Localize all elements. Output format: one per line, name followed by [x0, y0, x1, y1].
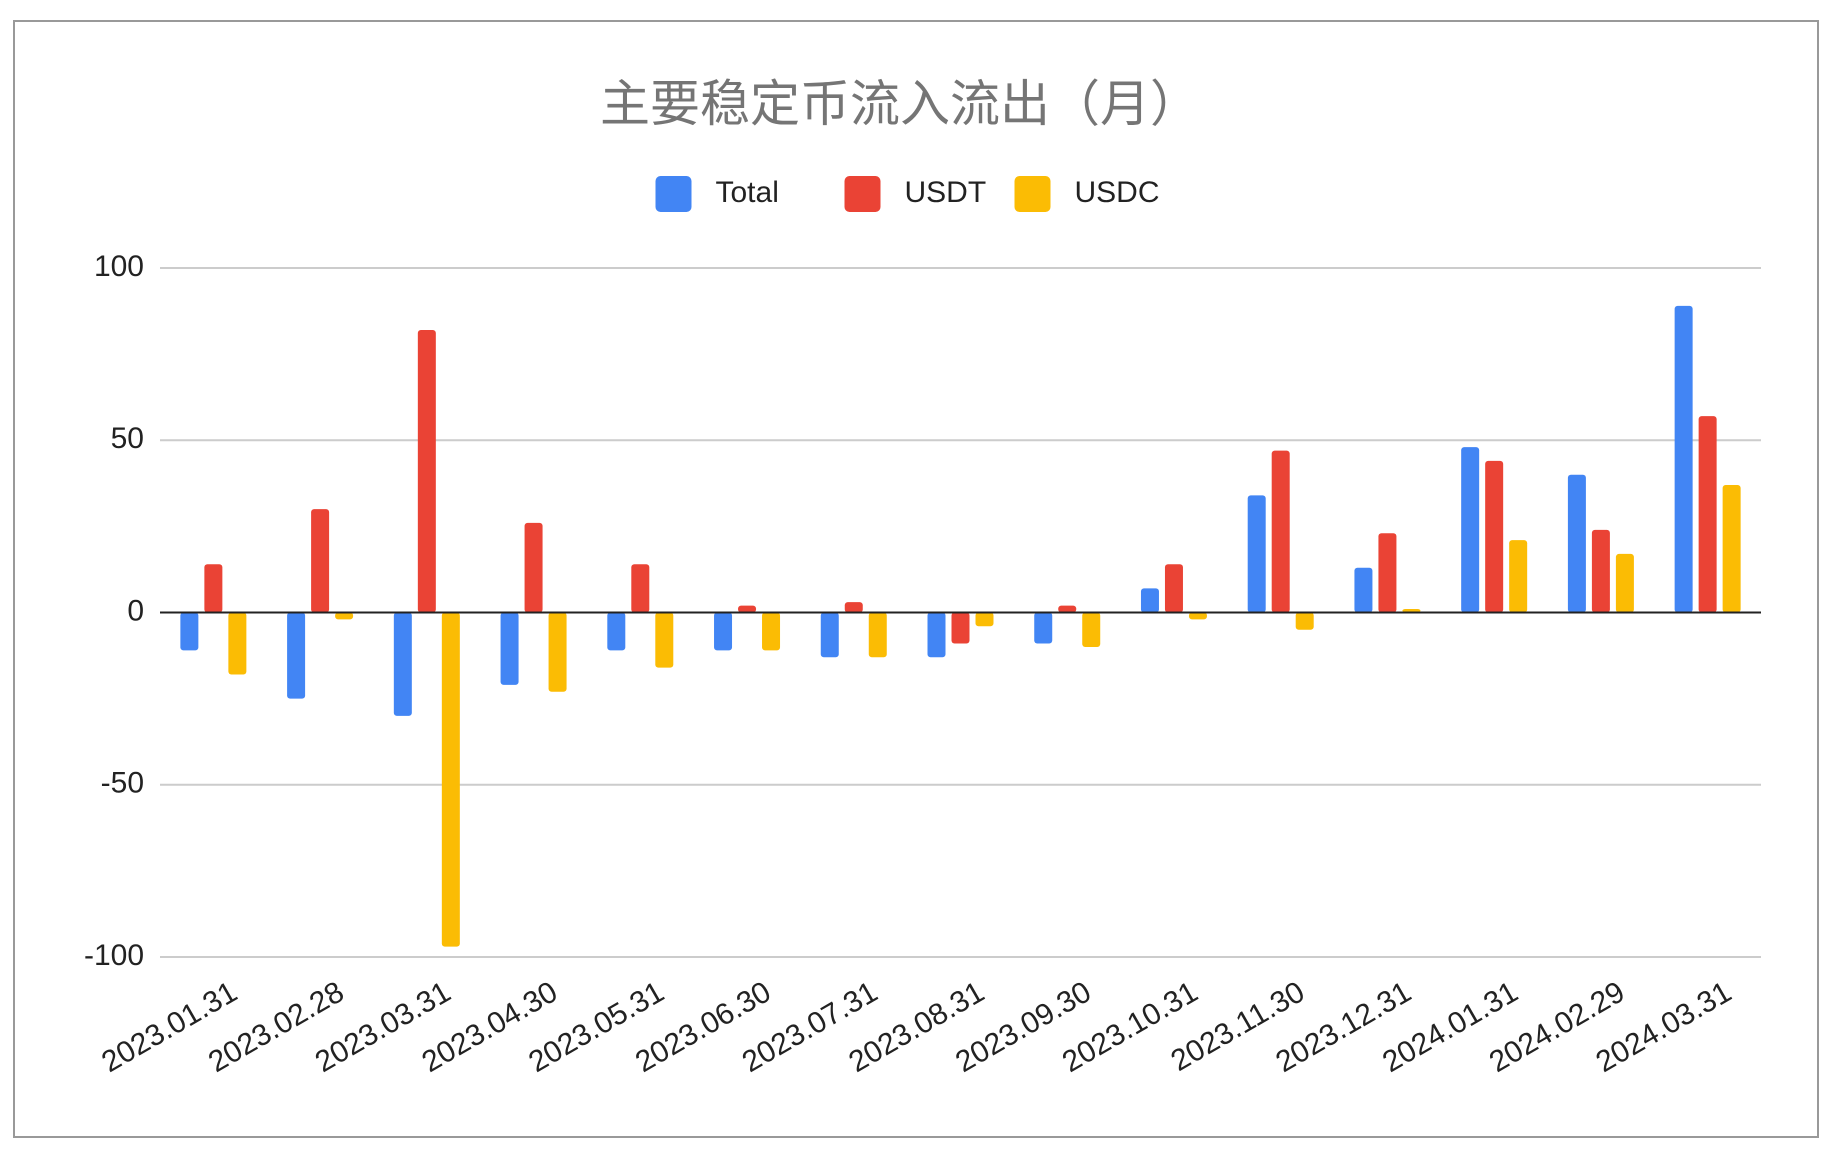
bar [951, 612, 970, 644]
y-tick-label: 50 [111, 422, 144, 455]
bar [1354, 567, 1373, 613]
bar [714, 612, 733, 651]
bar [524, 522, 543, 613]
bar [287, 612, 306, 699]
bar [1247, 495, 1266, 613]
legend-swatch [1014, 176, 1051, 212]
bar [1509, 540, 1528, 613]
bar [1140, 588, 1159, 613]
y-tick-label: -50 [101, 767, 144, 800]
bar [1164, 564, 1183, 613]
legend-swatch [655, 176, 692, 212]
bar [820, 612, 839, 658]
chart-title: 主要稳定币流入流出（月） [600, 76, 1200, 132]
legend-label: USDC [1075, 176, 1160, 209]
bar [1567, 474, 1586, 613]
bar [1698, 416, 1717, 613]
bar [762, 612, 781, 651]
bar [204, 564, 223, 613]
legend-label: USDT [905, 176, 987, 209]
bar [1615, 553, 1634, 613]
bar [868, 612, 887, 658]
legend: Total USDT USDC [655, 176, 1160, 212]
bar [311, 509, 330, 613]
bar [738, 605, 757, 613]
bar [1271, 450, 1290, 613]
bar [441, 612, 460, 947]
bar [417, 330, 436, 613]
y-tick-label: 0 [127, 594, 144, 627]
bar [180, 612, 199, 651]
bar [1034, 612, 1053, 644]
bar [500, 612, 519, 685]
bar [1295, 612, 1314, 630]
bar [393, 612, 412, 716]
bar [1378, 533, 1397, 613]
legend-swatch [844, 176, 881, 212]
bar [607, 612, 626, 651]
y-tick-label: 100 [94, 250, 144, 283]
bar [1674, 305, 1693, 613]
bar [927, 612, 946, 658]
bar [1485, 460, 1504, 613]
bar [631, 564, 650, 613]
bar [975, 612, 994, 627]
bar [1722, 485, 1741, 613]
bar [844, 602, 863, 613]
legend-label: Total [716, 176, 779, 209]
bar [1058, 605, 1077, 613]
bar [1591, 529, 1610, 613]
bar [548, 612, 567, 692]
y-tick-label: -100 [84, 939, 144, 972]
bar [1188, 612, 1207, 620]
bar [1461, 447, 1480, 613]
bar [228, 612, 247, 675]
bar [1082, 612, 1101, 647]
bar [335, 612, 354, 620]
bar [655, 612, 674, 668]
